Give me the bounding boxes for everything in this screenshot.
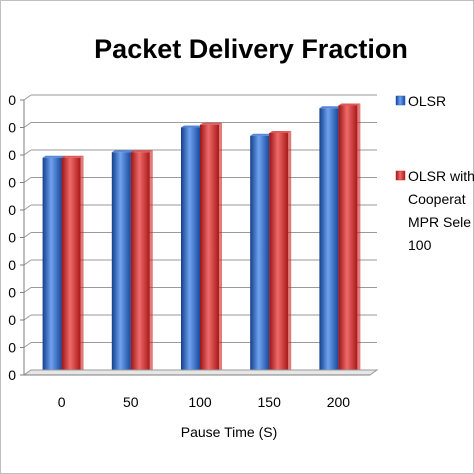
y-tick-label: 0 — [8, 92, 16, 108]
bar — [269, 133, 289, 375]
bar-top — [250, 133, 273, 136]
gridline-depth — [23, 314, 32, 321]
y-tick-labels: 0 0 0 0 0 0 0 0 0 0 0 — [8, 92, 16, 383]
y-tick-label: 0 — [8, 202, 16, 218]
gridline-depth — [23, 287, 32, 293]
bar — [319, 108, 339, 375]
x-axis-title: Pause Time (S) — [181, 424, 277, 440]
x-tick-label: 50 — [123, 394, 139, 410]
gridline-depth — [23, 122, 32, 128]
x-tick-labels: 0 50 100 150 200 — [58, 394, 351, 410]
bars — [42, 103, 361, 375]
y-tick-label: 0 — [8, 340, 16, 356]
chart-title: Packet Delivery Fraction — [94, 34, 408, 64]
bar-side — [288, 131, 292, 375]
bar-top — [319, 106, 342, 109]
gridline-depth — [23, 149, 32, 156]
bar-top — [61, 155, 84, 158]
x-tick-label: 150 — [258, 394, 282, 410]
y-tick-label: 0 — [8, 312, 16, 328]
gridline-depth — [23, 259, 32, 266]
bar — [130, 152, 150, 375]
bar — [42, 157, 62, 375]
chart-floor — [22, 369, 379, 376]
axes — [20, 99, 379, 376]
y-tick-label: 0 — [8, 120, 16, 136]
legend-label: 100 — [408, 237, 432, 253]
bar-top — [181, 125, 203, 128]
x-tick-label: 100 — [188, 394, 212, 410]
gridline-depth — [23, 342, 32, 348]
bar-side — [149, 150, 153, 375]
gridline-depth — [23, 94, 32, 101]
legend: OLSR OLSR with Cooperat MPR Sele 100 — [395, 93, 474, 253]
bar — [250, 135, 270, 375]
x-tick-label: 200 — [327, 394, 351, 410]
y-tick-label: 0 — [8, 367, 16, 383]
legend-label: OLSR — [408, 93, 446, 109]
bar-top — [130, 150, 153, 153]
gridline-depth — [23, 204, 32, 211]
bar-side — [357, 103, 361, 375]
gridline-depth — [23, 177, 32, 183]
bar-top — [42, 155, 65, 158]
legend-swatch — [395, 170, 406, 181]
y-tick-label: 0 — [8, 257, 16, 273]
bar-top — [269, 131, 292, 133]
legend-label: OLSR with — [408, 168, 474, 184]
y-tick-label: 0 — [8, 147, 16, 163]
legend-swatch — [395, 95, 406, 106]
bar — [111, 152, 131, 375]
legend-label: MPR Sele — [408, 214, 471, 230]
bar-top — [111, 150, 134, 153]
bar-side — [80, 155, 84, 375]
bar-side — [219, 122, 222, 375]
y-tick-label: 0 — [8, 230, 16, 246]
bar-top — [338, 103, 361, 106]
bar-top — [200, 122, 222, 125]
legend-label: Cooperat — [408, 191, 466, 207]
bar — [338, 105, 358, 375]
gridline-depth — [23, 232, 32, 238]
bar — [181, 127, 200, 375]
y-tick-label: 0 — [8, 285, 16, 301]
bar — [61, 157, 81, 375]
bar — [200, 124, 219, 375]
y-tick-label: 0 — [8, 175, 16, 191]
x-tick-label: 0 — [58, 394, 66, 410]
